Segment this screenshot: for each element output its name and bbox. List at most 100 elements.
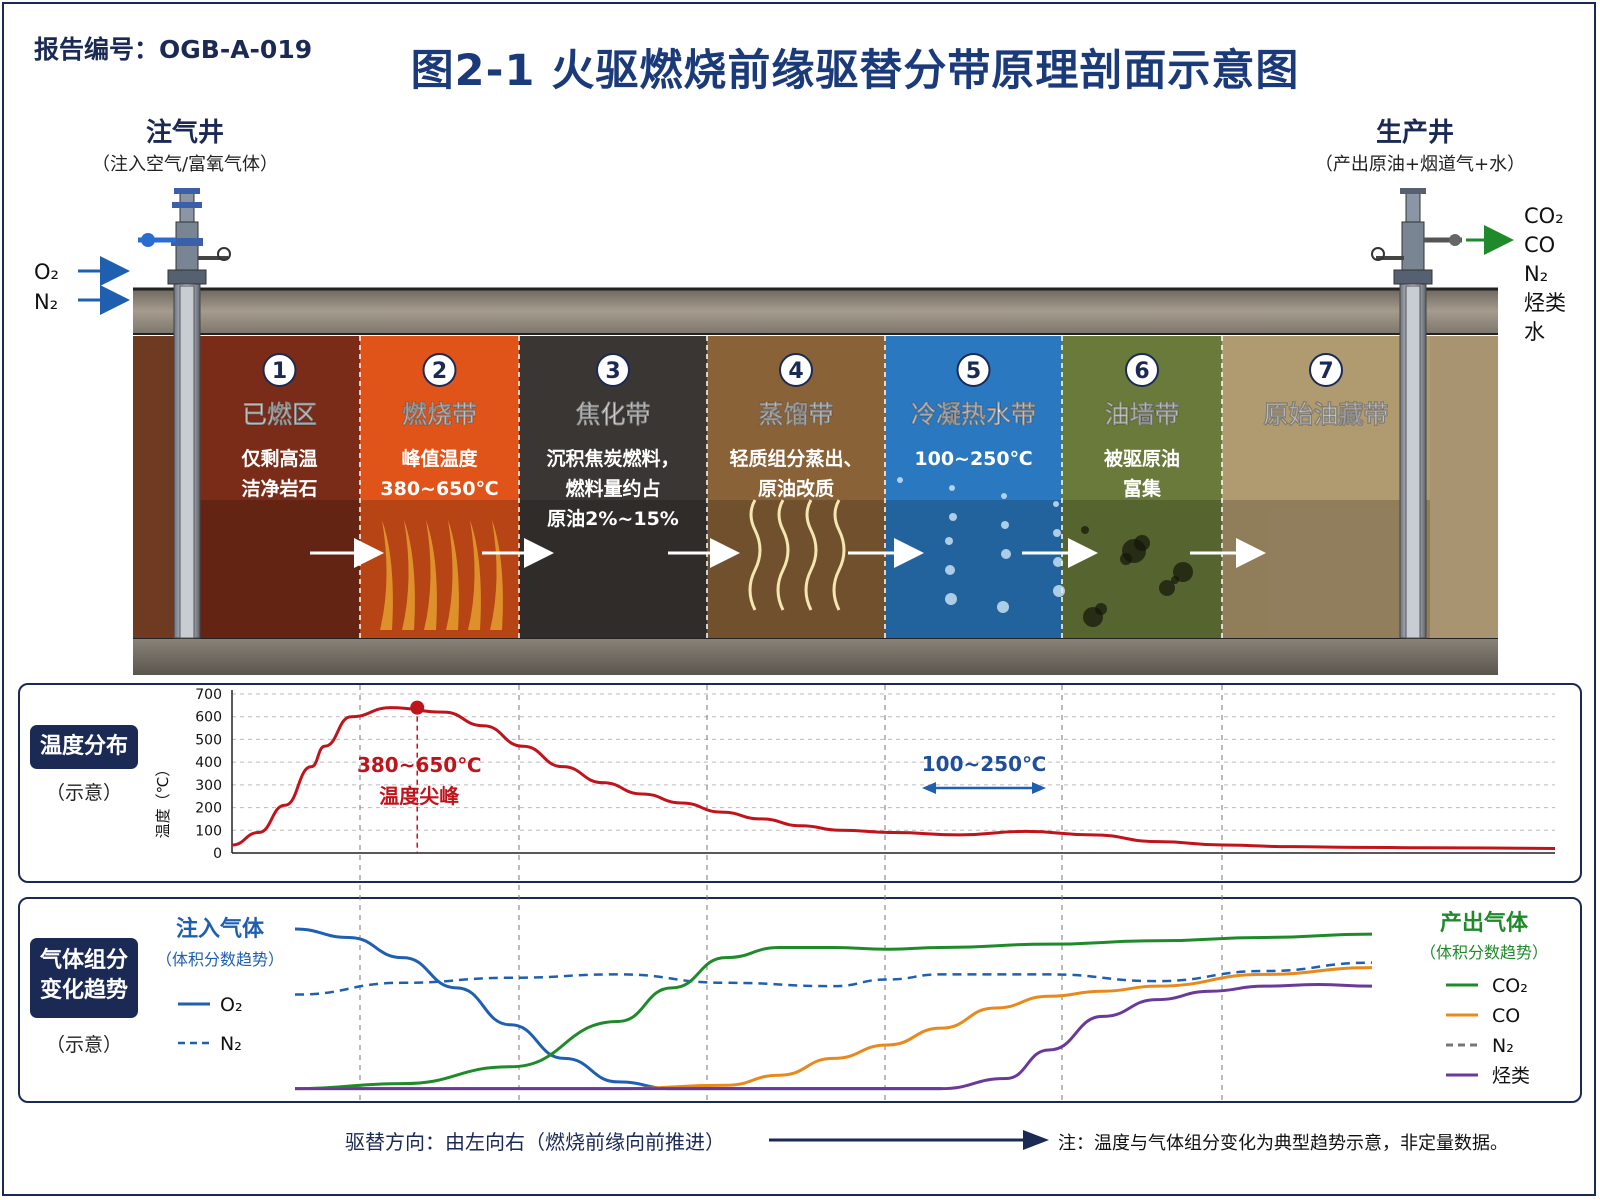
injection-well-icon <box>138 188 231 639</box>
water-droplet <box>945 537 953 545</box>
legend-produce-label-2: CO <box>1492 1005 1520 1027</box>
temp-ytick-label: 100 <box>195 823 222 839</box>
legend-produce-label-4: 烃类 <box>1492 1065 1530 1087</box>
zone-4-number-badge <box>779 353 813 387</box>
zone-3-number-badge <box>596 353 630 387</box>
flame-tongue <box>490 520 503 630</box>
temp-ytick-label: 600 <box>195 710 222 726</box>
base-rock-layer <box>133 638 1498 675</box>
zone-6-number-badge <box>1125 353 1159 387</box>
zone-5-number-badge <box>956 353 991 387</box>
outlet-gas-water: 水 <box>1524 320 1545 344</box>
report-number: 报告编号：OGB-A-019 <box>34 35 313 64</box>
zone-7-number-badge <box>1309 353 1343 387</box>
zone-5: 5 冷凝热水带 100~250℃ <box>884 336 1062 638</box>
production-well-sub: （产出原油+烟道气+水） <box>1314 154 1526 175</box>
zone-7-shade <box>1222 500 1430 638</box>
zone-1-number: 1 <box>272 359 287 384</box>
zone-1-desc-2: 洁净岩石 <box>241 477 317 500</box>
injection-well-sub: （注入空气/富氧气体） <box>91 154 279 175</box>
water-droplet <box>945 593 957 605</box>
temp-ytick-label: 400 <box>195 755 222 771</box>
zone-6-number: 6 <box>1134 359 1149 384</box>
gas-panel-sub: （示意） <box>45 1034 122 1056</box>
water-droplet <box>997 601 1009 613</box>
oil-droplet <box>1095 603 1107 615</box>
temp-peak-sublabel: 温度尖峰 <box>379 784 459 808</box>
flame-tongue <box>380 520 393 630</box>
gas-panel-label: 气体组分 变化趋势 <box>30 938 138 1018</box>
water-droplet <box>1053 557 1063 567</box>
water-droplet <box>1053 585 1065 597</box>
right-edge-rock <box>1430 336 1498 638</box>
legend-produce-label-1: CO₂ <box>1492 975 1528 997</box>
gas-curve-0 <box>294 927 942 1091</box>
zone-3-shade <box>519 500 707 638</box>
zone-3-desc-2: 燃料量约占 <box>565 477 660 500</box>
outlet-gas-co: CO <box>1524 233 1556 257</box>
oil-droplet <box>1081 526 1089 534</box>
displacement-direction: 驱替方向：由左向右（燃烧前缘向前推进） <box>345 1130 725 1154</box>
zone-4-desc-2: 原油改质 <box>758 477 834 500</box>
svg-text:温度（℃）: 温度（℃） <box>154 762 172 839</box>
inject-sub: （体积分数趋势） <box>156 950 284 969</box>
flame-tongue <box>468 520 481 630</box>
produce-sub: （体积分数趋势） <box>1420 943 1548 962</box>
zone-4-shade <box>707 500 885 638</box>
zone-5-shade <box>885 500 1062 638</box>
gas-panel <box>18 897 1582 1103</box>
outlet-gas-co2: CO₂ <box>1524 204 1564 228</box>
zone-texture-marks <box>380 477 1193 630</box>
produce-title: 产出气体 <box>1440 910 1529 936</box>
inject-title: 注入气体 <box>176 916 265 942</box>
temp-peak-marker <box>410 700 425 715</box>
oil-droplet <box>1173 562 1193 582</box>
water-droplet <box>1053 529 1061 537</box>
temp-range-label: 100~250℃ <box>922 752 1046 776</box>
zone-2-desc-2: 380~650℃ <box>380 478 498 500</box>
water-droplet <box>949 485 955 491</box>
temp-ytick-label: 300 <box>195 778 222 794</box>
temperature-curve <box>231 706 1556 850</box>
temp-ytick-label: 200 <box>195 801 222 817</box>
zone-3-number: 3 <box>605 359 620 384</box>
vapor-wisp <box>748 499 762 611</box>
temperature-panel-sub: （示意） <box>45 782 122 804</box>
production-well-name: 生产井 <box>1375 118 1454 148</box>
temp-peak-label: 380~650℃ <box>357 753 481 777</box>
temp-ylabel: 温度（℃） <box>154 762 172 839</box>
zone-2-desc-1: 峰值温度 <box>401 447 478 470</box>
water-droplet <box>945 565 955 575</box>
water-droplet <box>1053 501 1059 507</box>
gas-curve-4 <box>294 982 1373 1091</box>
zone-6-name: 油墙带 <box>1104 400 1179 429</box>
figure-title: 图2-1 火驱燃烧前缘驱替分带原理剖面示意图 <box>410 46 1300 96</box>
zone-4-name: 蒸馏带 <box>758 400 833 429</box>
temp-ytick-label: 500 <box>195 732 222 748</box>
zone-5-number: 5 <box>966 359 981 384</box>
production-well-icon <box>1371 188 1462 639</box>
zone-3-desc-3: 原油2%~15% <box>547 508 679 530</box>
outlet-gas-hydrocarbons: 烃类 <box>1524 291 1566 315</box>
water-droplet <box>897 477 903 483</box>
legend-produce-label-3: N₂ <box>1492 1035 1514 1057</box>
inlet-gas-n2: N₂ <box>34 290 59 314</box>
zone-7-number: 7 <box>1318 359 1333 384</box>
zone-7: 7 原始油藏带 <box>1221 336 1430 638</box>
flame-tongue <box>402 520 415 630</box>
gas-curve-2 <box>294 932 1373 1091</box>
zone-6-desc-1: 被驱原油 <box>1104 447 1180 470</box>
water-droplet <box>1001 521 1009 529</box>
inlet-gas-o2: O₂ <box>34 260 59 284</box>
zone-4-number: 4 <box>788 359 803 384</box>
zone-5-name: 冷凝热水带 <box>911 400 1036 429</box>
zone-6-desc-2: 富集 <box>1123 477 1162 500</box>
oil-droplet <box>1134 535 1150 551</box>
temp-range-arrowhead-left <box>922 782 936 794</box>
zone-2-number-badge <box>422 353 457 387</box>
